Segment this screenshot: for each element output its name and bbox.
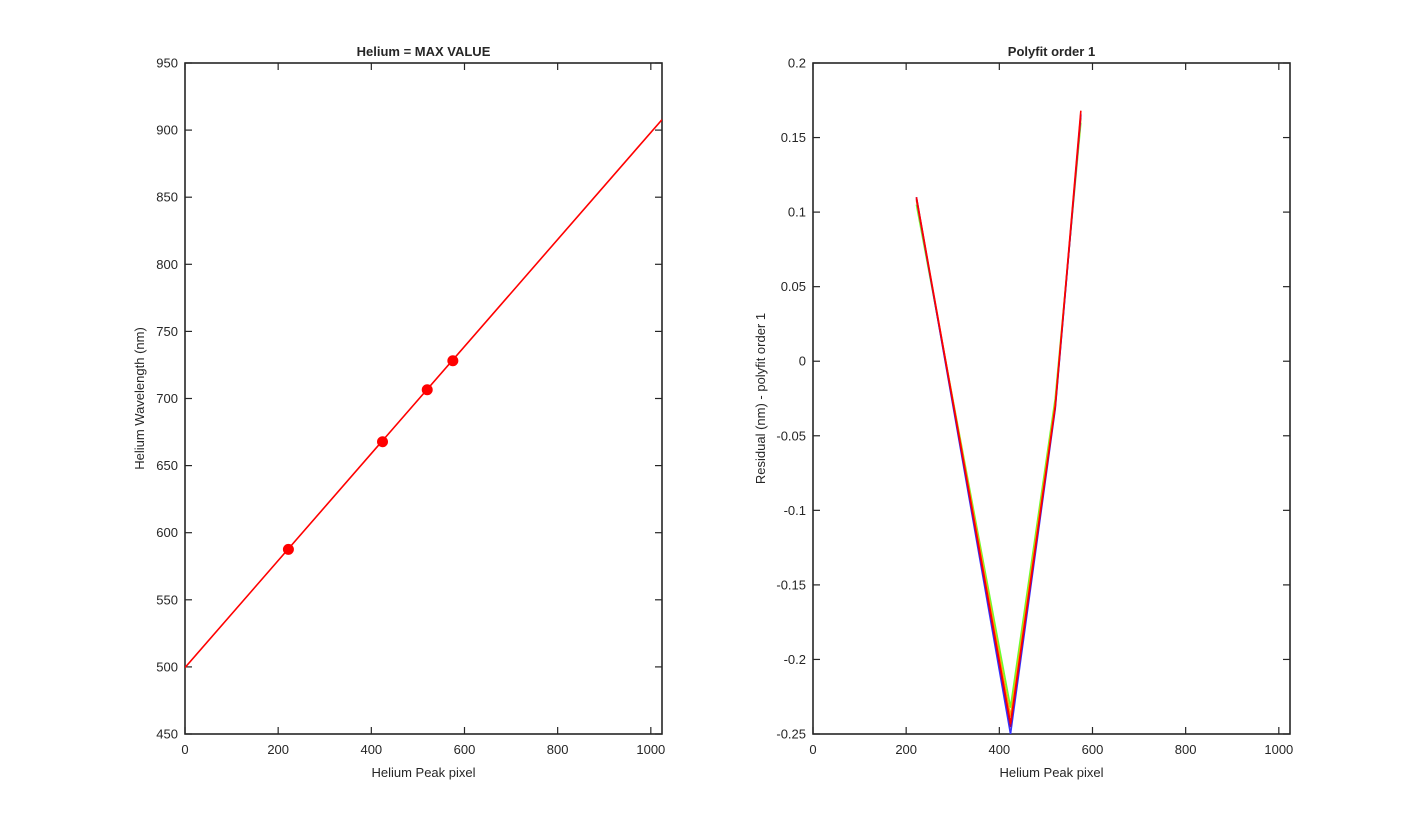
y-tick-label: 850 [156, 190, 178, 205]
chart-panel-left: 0 200 400 600 800 1000 450 500 550 600 650 700 750 80… [132, 44, 665, 780]
axes-box [184, 62, 663, 735]
y-tick-label: 700 [156, 391, 178, 406]
y-tick-label: 800 [156, 257, 178, 272]
y-tick-label: 0.2 [788, 56, 806, 71]
x-tick-label: 0 [181, 742, 188, 757]
x-tick-label: 1000 [1264, 742, 1293, 757]
y-tick-label: -0.05 [776, 428, 806, 443]
x-tick-label: 200 [895, 742, 917, 757]
y-tick-label: 900 [156, 123, 178, 138]
y-tick-label: 0.15 [781, 130, 806, 145]
y-tick-label: -0.2 [784, 652, 806, 667]
series-group [185, 119, 662, 669]
x-axis-label: Helium Peak pixel [999, 765, 1103, 780]
y-tick-label: 600 [156, 525, 178, 540]
y-tick-label: 0.1 [788, 205, 806, 220]
x-tick-label: 800 [1175, 742, 1197, 757]
data-point [282, 543, 294, 555]
data-point [447, 355, 459, 367]
data-point [377, 436, 389, 448]
y-tick-label: -0.1 [784, 503, 806, 518]
y-axis-label: Residual (nm) - polyfit order 1 [753, 313, 768, 484]
x-tick-label: 200 [267, 742, 289, 757]
chart-panel-right: 0 200 400 600 800 1000 -0.25 -0.2 -0.15 -0.1 -0.05… [753, 44, 1293, 780]
y-tick-label: 0 [799, 354, 806, 369]
x-tick-label: 800 [547, 742, 569, 757]
series-group [915, 110, 1082, 734]
chart-title: Polyfit order 1 [1008, 44, 1095, 59]
y-tick-label: -0.15 [776, 577, 806, 592]
x-axis-label: Helium Peak pixel [371, 765, 475, 780]
y-tick-label: -0.25 [776, 727, 806, 742]
x-tick-label: 600 [454, 742, 476, 757]
y-tick-label: 650 [156, 458, 178, 473]
y-tick-label: 0.05 [781, 279, 806, 294]
y-axis-label: Helium Wavelength (nm) [132, 327, 147, 470]
x-tick-label: 600 [1082, 742, 1104, 757]
y-tick-label: 550 [156, 592, 178, 607]
axes-box [812, 62, 1291, 735]
series-line [915, 110, 1082, 725]
y-tick-label: 950 [156, 56, 178, 71]
x-tick-label: 400 [988, 742, 1010, 757]
x-tick-label: 0 [809, 742, 816, 757]
chart-title: Helium = MAX VALUE [357, 44, 491, 59]
y-tick-label: 750 [156, 324, 178, 339]
y-tick-label: 500 [156, 659, 178, 674]
data-point [421, 384, 433, 396]
x-tick-label: 1000 [636, 742, 665, 757]
y-tick-label: 450 [156, 727, 178, 742]
x-tick-label: 400 [360, 742, 382, 757]
